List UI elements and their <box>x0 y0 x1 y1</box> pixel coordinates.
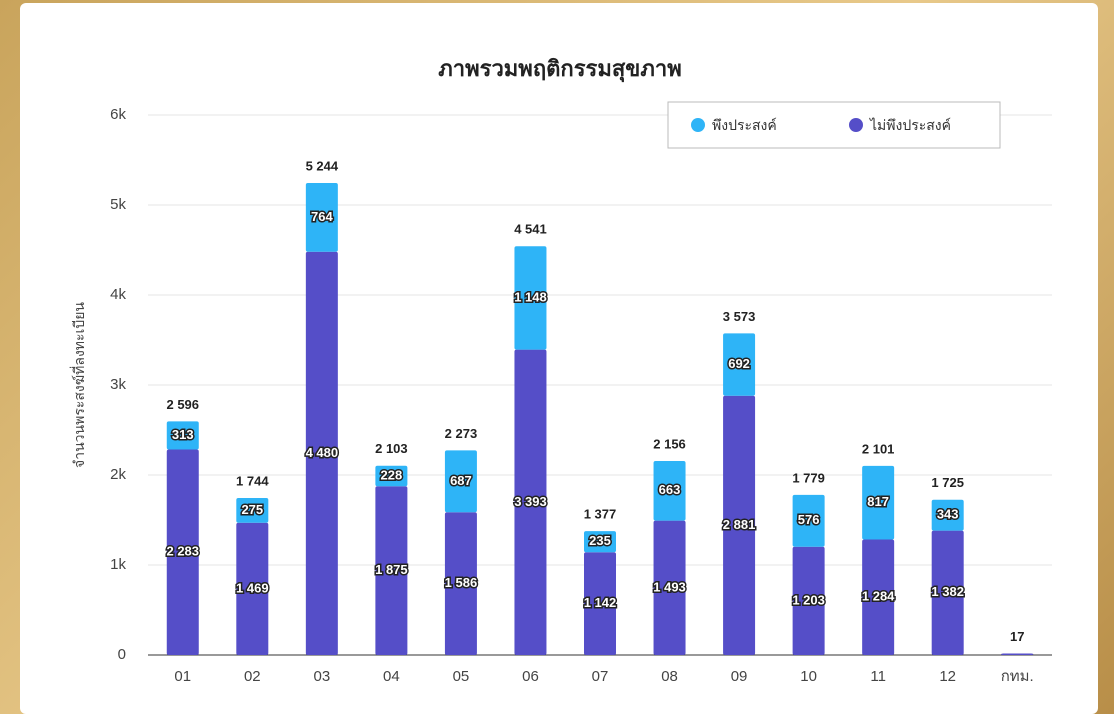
total-label: 1 377 <box>584 507 617 522</box>
total-label: 5 244 <box>306 158 339 173</box>
segment-label: 1 142 <box>584 595 617 610</box>
legend-label: ไม่พึงประสงค์ <box>869 117 951 134</box>
chart: ภาพรวมพฤติกรรมสุขภาพ จำนวนพระสงฆ์ที่ลงทะ… <box>0 0 1114 714</box>
y-axis-title: จำนวนพระสงฆ์ที่ลงทะเบียน <box>70 302 88 468</box>
x-tick-label: 04 <box>383 668 400 685</box>
segment-label: 1 203 <box>792 592 825 607</box>
segment-label: 2 881 <box>723 517 756 532</box>
y-tick-label: 0 <box>118 646 126 663</box>
total-label: 2 273 <box>445 426 478 441</box>
x-tick-label: 06 <box>522 668 539 685</box>
y-tick-label: 2k <box>110 466 126 483</box>
total-label: 1 779 <box>792 470 825 485</box>
x-tick-label: 05 <box>453 668 470 685</box>
segment-label: 228 <box>381 467 403 482</box>
segment-label: 692 <box>728 356 750 371</box>
page: {"chart_data": {"type": "stacked-bar", "… <box>0 0 1114 714</box>
segment-label: 313 <box>172 427 194 442</box>
segment-label: 343 <box>937 507 959 522</box>
segment-label: 4 480 <box>306 445 339 460</box>
total-label: 4 541 <box>514 222 547 237</box>
total-label: 2 101 <box>862 441 895 456</box>
x-tick-label: 10 <box>800 668 817 685</box>
legend-marker <box>849 118 863 132</box>
x-tick-label: 09 <box>731 668 748 685</box>
x-tick-label: กทม. <box>1001 668 1034 685</box>
total-label: 17 <box>1010 629 1024 644</box>
segment-label: 687 <box>450 473 472 488</box>
x-tick-label: 12 <box>939 668 956 685</box>
x-tick-label: 02 <box>244 668 261 685</box>
chart-title: ภาพรวมพฤติกรรมสุขภาพ <box>438 57 681 83</box>
segment-label: 663 <box>659 482 681 497</box>
total-label: 2 103 <box>375 441 408 456</box>
segment-label: 3 393 <box>514 494 547 509</box>
y-tick-label: 3k <box>110 376 126 393</box>
total-label: 2 596 <box>166 397 199 412</box>
total-label: 1 725 <box>931 475 964 490</box>
segment-label: 1 148 <box>514 289 547 304</box>
y-tick-label: 6k <box>110 106 126 123</box>
x-tick-label: 03 <box>314 668 331 685</box>
segment-label: 817 <box>867 494 889 509</box>
x-tick-label: 08 <box>661 668 678 685</box>
segment-label: 2 283 <box>166 544 199 559</box>
segment-label: 576 <box>798 512 820 527</box>
segment-label: 275 <box>241 502 263 517</box>
legend-marker <box>691 118 705 132</box>
x-tick-label: 07 <box>592 668 609 685</box>
segment-label: 1 875 <box>375 562 408 577</box>
segment-label: 1 382 <box>931 584 964 599</box>
total-label: 2 156 <box>653 436 686 451</box>
x-tick-label: 11 <box>870 668 886 685</box>
legend-label: พึงประสงค์ <box>712 117 777 134</box>
segment-label: 1 493 <box>653 579 686 594</box>
segment-label: 1 284 <box>862 589 895 604</box>
y-tick-label: 1k <box>110 556 126 573</box>
x-tick-label: 01 <box>174 668 191 685</box>
segment-label: 764 <box>311 209 333 224</box>
segment-label: 235 <box>589 533 611 548</box>
bar-segment <box>1001 653 1033 655</box>
total-label: 1 744 <box>236 473 269 488</box>
total-label: 3 573 <box>723 309 756 324</box>
segment-label: 1 586 <box>445 575 478 590</box>
y-tick-label: 5k <box>110 196 126 213</box>
y-tick-label: 4k <box>110 286 126 303</box>
segment-label: 1 469 <box>236 580 269 595</box>
